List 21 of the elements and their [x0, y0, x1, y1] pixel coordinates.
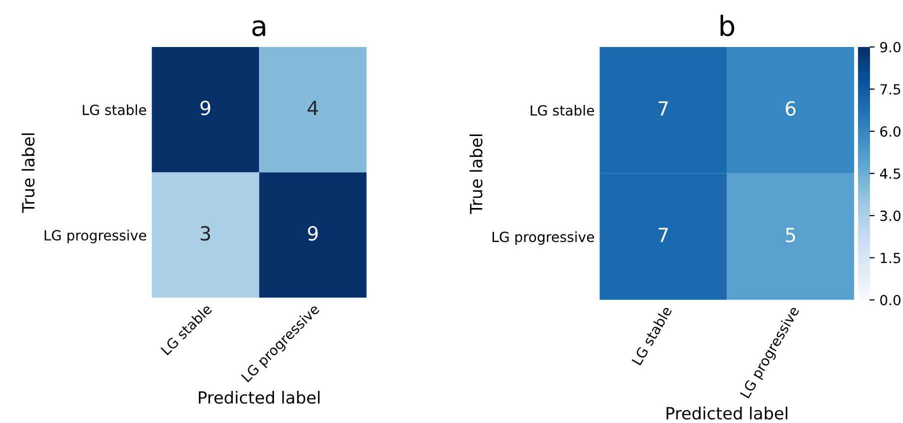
x-axis-title: Predicted label	[198, 390, 320, 404]
color-bar-label: 0.0	[880, 294, 900, 306]
color-bar-label: 6.0	[880, 126, 900, 137]
data-label: 9	[200, 100, 210, 116]
chart-title: a	[252, 20, 266, 36]
data-label: 7	[658, 101, 668, 116]
data-label: 9	[308, 226, 318, 241]
data-label: 7	[658, 228, 668, 242]
y-axis-title: True label	[470, 134, 482, 214]
data-label: 3	[200, 226, 210, 241]
color-bar-label: 7.5	[880, 84, 900, 95]
color-bar-label: 3.0	[880, 210, 900, 222]
color-bar-label: 1.5	[880, 252, 900, 264]
data-label: 5	[786, 228, 796, 242]
x-axis-title: Predicted label	[666, 406, 788, 420]
color-bar-label: 4.5	[880, 168, 900, 179]
data-label: 4	[308, 100, 318, 116]
data-label: 6	[786, 101, 796, 116]
color-bar-label: 9.0	[880, 42, 900, 52]
chart-title: b	[720, 14, 734, 36]
y-axis-title: True label	[22, 133, 35, 213]
